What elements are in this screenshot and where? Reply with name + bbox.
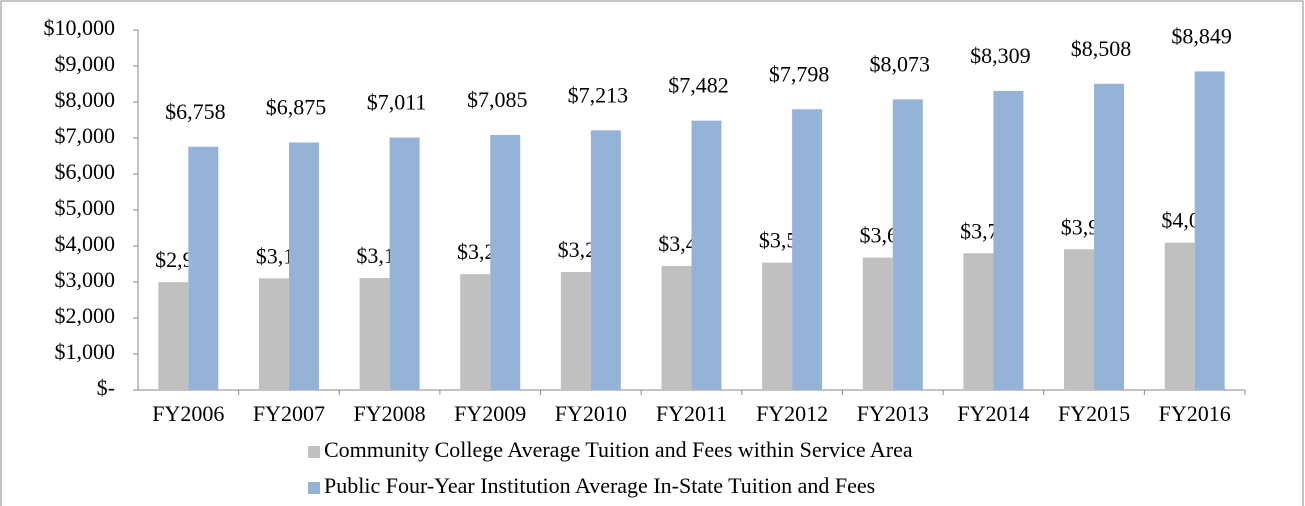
bar (188, 146, 219, 390)
value-label: $8,073 (870, 51, 931, 76)
bar (1094, 83, 1125, 390)
x-tick-label: FY2008 (354, 401, 426, 426)
value-label: $7,213 (568, 82, 629, 107)
y-tick-label: $3,000 (55, 267, 116, 292)
bar (490, 134, 521, 390)
bar (1064, 249, 1095, 390)
x-tick-label: FY2007 (253, 401, 325, 426)
value-label: $6,875 (266, 95, 327, 120)
x-tick-label: FY2014 (957, 401, 1029, 426)
bar (460, 274, 491, 390)
y-tick-label: $4,000 (55, 231, 116, 256)
value-label: $7,011 (367, 90, 427, 115)
value-label: $7,798 (769, 61, 830, 86)
x-tick-label: FY2011 (656, 401, 727, 426)
x-tick-label: FY2012 (756, 401, 828, 426)
y-tick-label: $8,000 (55, 87, 116, 112)
value-label: $6,758 (165, 99, 226, 124)
bar (892, 99, 923, 390)
bar (590, 130, 621, 390)
bar (1194, 71, 1225, 390)
bar (993, 90, 1024, 390)
value-label: $7,085 (467, 87, 528, 112)
bar (258, 278, 289, 390)
x-tick-label: FY2015 (1058, 401, 1130, 426)
bar (862, 257, 893, 390)
y-tick-label: $5,000 (55, 195, 116, 220)
bar (1164, 242, 1195, 390)
legend-swatch (308, 482, 320, 494)
x-tick-label: FY2006 (152, 401, 224, 426)
y-tick-label: $- (97, 375, 115, 400)
value-label: $7,482 (668, 73, 729, 98)
bar (792, 109, 823, 390)
bar (560, 271, 591, 390)
bar (158, 282, 189, 390)
bar (963, 253, 994, 390)
bar (389, 137, 420, 390)
bar (288, 142, 319, 390)
y-tick-label: $7,000 (55, 123, 116, 148)
legend-swatch (308, 446, 320, 458)
legend-label: Community College Average Tuition and Fe… (324, 437, 913, 462)
y-tick-label: $10,000 (44, 15, 116, 40)
legend-label: Public Four-Year Institution Average In-… (324, 473, 875, 498)
y-tick-label: $1,000 (55, 339, 116, 364)
bar (762, 262, 793, 390)
y-tick-label: $6,000 (55, 159, 116, 184)
bar (359, 278, 390, 390)
value-label: $8,309 (970, 43, 1031, 68)
x-tick-label: FY2013 (857, 401, 929, 426)
x-tick-label: FY2016 (1159, 401, 1231, 426)
bar (691, 120, 722, 390)
value-label: $8,849 (1171, 23, 1232, 48)
bar (661, 265, 692, 390)
y-tick-label: $2,000 (55, 303, 116, 328)
value-label: $8,508 (1071, 36, 1132, 61)
x-tick-label: FY2009 (454, 401, 526, 426)
y-tick-label: $9,000 (55, 51, 116, 76)
x-tick-label: FY2010 (555, 401, 627, 426)
